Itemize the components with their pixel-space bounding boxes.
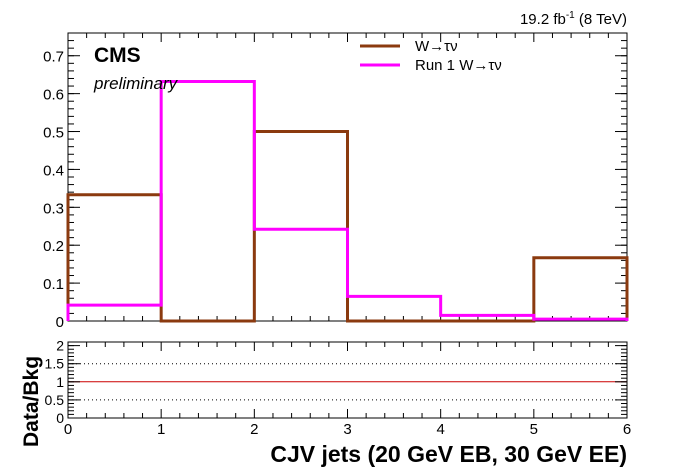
ratio-y-tick-label: 0.5 (45, 392, 65, 408)
main-y-tick-label: 0.5 (43, 125, 64, 142)
ratio-x-tick-label: 6 (623, 421, 631, 438)
ratio-x-tick-label: 0 (64, 421, 72, 438)
legend: W→τν Run 1 W→τν (360, 38, 502, 74)
legend-label: W→τν (415, 38, 458, 55)
ratio-y-axis-label: Data/Bkg (20, 356, 43, 447)
ratio-guide-lines (68, 363, 627, 401)
main-y-tick-label: 0 (56, 314, 64, 331)
ratio-panel: 0 0.5 1 1.5 2 0 1 2 3 4 5 6 Data/Bkg CJV jets (20 … (20, 338, 631, 467)
histogram-series-1 (66, 80, 629, 321)
main-y-tick-label: 0.2 (43, 238, 64, 255)
lumi-label: 19.2 fb-1 (8 TeV) (520, 10, 627, 28)
x-axis-label: CJV jets (20 GeV EB, 30 GeV EE) (270, 441, 627, 467)
main-panel: 0 0.1 0.2 0.3 0.4 0.5 0.6 0.7 CMS preliminary W… (43, 32, 629, 331)
ratio-x-axis: 0 1 2 3 4 5 6 (64, 342, 631, 438)
ratio-x-tick-label: 3 (343, 421, 351, 438)
histogram-series (66, 80, 629, 323)
ratio-y-tick-label: 0 (56, 410, 64, 426)
main-y-axis: 0 0.1 0.2 0.3 0.4 0.5 0.6 0.7 (43, 32, 627, 331)
main-y-tick-label: 0.7 (43, 49, 64, 66)
main-y-tick-label: 0.1 (43, 276, 64, 293)
legend-label: Run 1 W→τν (415, 57, 502, 74)
ratio-x-tick-label: 2 (250, 421, 258, 438)
main-y-tick-label: 0.4 (43, 162, 64, 179)
ratio-y-axis: 0 0.5 1 1.5 2 (45, 338, 627, 426)
main-y-tick-label: 0.3 (43, 200, 64, 217)
preliminary-label: preliminary (93, 74, 179, 93)
ratio-y-tick-label: 2 (56, 338, 64, 354)
ratio-plot-frame (67, 341, 628, 419)
ratio-y-tick-label: 1.5 (45, 356, 65, 372)
cms-label: CMS (94, 44, 141, 67)
ratio-y-tick-label: 1 (56, 374, 64, 390)
main-y-tick-label: 0.6 (43, 87, 64, 104)
ratio-x-tick-label: 4 (436, 421, 444, 438)
ratio-x-tick-label: 5 (530, 421, 538, 438)
ratio-x-tick-label: 1 (157, 421, 165, 438)
